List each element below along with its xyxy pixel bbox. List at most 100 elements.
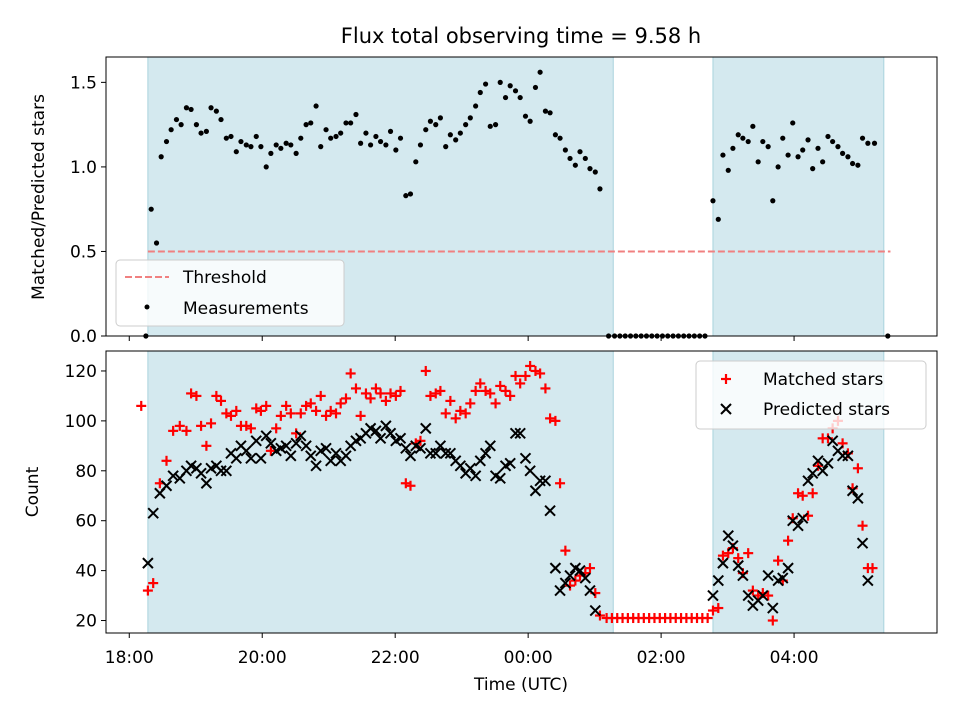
matched-stars-point [570, 575, 581, 586]
predicted-stars-point [806, 467, 819, 479]
predicted-stars-point [370, 425, 382, 437]
predicted-stars-point [255, 452, 267, 465]
measurement-point [203, 128, 209, 134]
predicted-stars-point [554, 584, 566, 597]
legend-predicted-label: Predicted stars [763, 400, 890, 420]
predicted-stars-point [484, 440, 496, 452]
matched-stars-point [555, 478, 566, 489]
matched-stars-point [500, 385, 511, 396]
measurement-point [835, 144, 841, 150]
measurement-point [582, 155, 588, 162]
measurement-point [168, 127, 174, 133]
measurement-point [517, 94, 523, 101]
predicted-stars-point [404, 450, 417, 462]
measurement-point [333, 133, 339, 140]
measurement-point [283, 140, 289, 146]
measurement-point [308, 120, 314, 126]
measurement-point [871, 140, 878, 146]
measurement-point [208, 105, 214, 111]
measurement-point [273, 142, 279, 148]
x-tick-label: 04:00 [770, 648, 819, 668]
y-tick-label: 20 [75, 612, 97, 632]
matched-stars-point [168, 425, 179, 436]
measurement-point [173, 116, 180, 123]
predicted-stars-point [474, 455, 486, 467]
matched-stars-point [807, 488, 818, 499]
matched-stars-point [295, 408, 306, 419]
matched-stars-point [271, 423, 282, 434]
predicted-stars-point [797, 512, 809, 524]
measurement-point [423, 127, 429, 133]
measurement-point [298, 135, 304, 141]
matched-stars-point [455, 405, 466, 416]
predicted-stars-point [802, 475, 814, 487]
matched-stars-point [225, 410, 236, 421]
y-tick-label: 100 [65, 412, 97, 432]
predicted-stars-point [509, 427, 522, 440]
measurement-point [353, 111, 359, 118]
x-tick-label: 00:00 [504, 648, 553, 668]
panel-ratio: 0.0 0.5 1.0 1.5 Matched/Predicted stars Thr… [29, 56, 938, 347]
measurement-point [557, 135, 563, 141]
measurement-point [348, 120, 354, 126]
measurement-point [735, 132, 741, 138]
predicted-stars-point [305, 450, 317, 462]
measurement-point [278, 145, 284, 151]
matched-stars-point [445, 395, 456, 406]
matched-stars-point [285, 408, 296, 419]
ratio-x-ticks [128, 336, 795, 341]
measurement-point [790, 120, 796, 126]
legend-matched-swatch [721, 374, 731, 384]
predicted-stars-point [519, 452, 532, 465]
predicted-stars-point [479, 447, 492, 460]
predicted-stars-point [717, 557, 729, 569]
measurement-point [377, 138, 384, 145]
matched-stars-point [743, 548, 754, 559]
predicted-stars-point [195, 467, 207, 479]
matched-stars-point [331, 408, 342, 419]
measurement-point [839, 150, 846, 156]
matched-stars-point [510, 370, 521, 381]
ratio-y-axis-label: Matched/Predicted stars [29, 94, 49, 300]
matched-stars-point [420, 365, 431, 376]
predicted-stars-point [280, 440, 292, 452]
predicted-stars-point [846, 485, 859, 497]
measurement-point [228, 133, 234, 140]
measurement-point [572, 162, 578, 168]
measurement-point [592, 169, 598, 175]
matched-stars-point [315, 390, 326, 401]
matched-stars-point [525, 360, 536, 371]
matched-stars-point [560, 545, 571, 556]
matched-stars-point [375, 388, 386, 399]
matched-stars-point [350, 383, 361, 394]
predicted-stars-point [200, 477, 213, 489]
measurement-point [433, 122, 439, 128]
predicted-stars-point [384, 427, 397, 440]
measurement-point [577, 149, 583, 155]
predicted-stars-point [142, 557, 154, 569]
matched-stars-point [201, 440, 212, 451]
measurement-point [810, 166, 816, 172]
measurement-point [323, 127, 329, 133]
matched-stars-point [470, 385, 481, 396]
matched-stars-point [311, 405, 322, 416]
matched-stars-point [515, 378, 526, 389]
y-tick-label: 1.5 [70, 73, 97, 93]
measurement-point [288, 142, 294, 148]
matched-stars-point [385, 388, 396, 399]
matched-stars-point [335, 398, 346, 409]
matched-stars-point [186, 388, 197, 399]
measurement-point [183, 105, 190, 111]
measurement-point [218, 116, 224, 123]
measurement-point [453, 137, 459, 143]
predicted-stars-point [250, 435, 262, 447]
predicted-stars-point [574, 564, 586, 577]
measurement-point [507, 83, 513, 89]
measurement-point [502, 94, 509, 101]
ratio-plot-frame [105, 56, 938, 337]
matched-stars-point [485, 388, 496, 399]
predicted-stars-point [245, 452, 257, 465]
predicted-stars-point [852, 492, 864, 504]
predicted-stars-point [167, 470, 179, 482]
matched-stars-point [707, 605, 718, 616]
